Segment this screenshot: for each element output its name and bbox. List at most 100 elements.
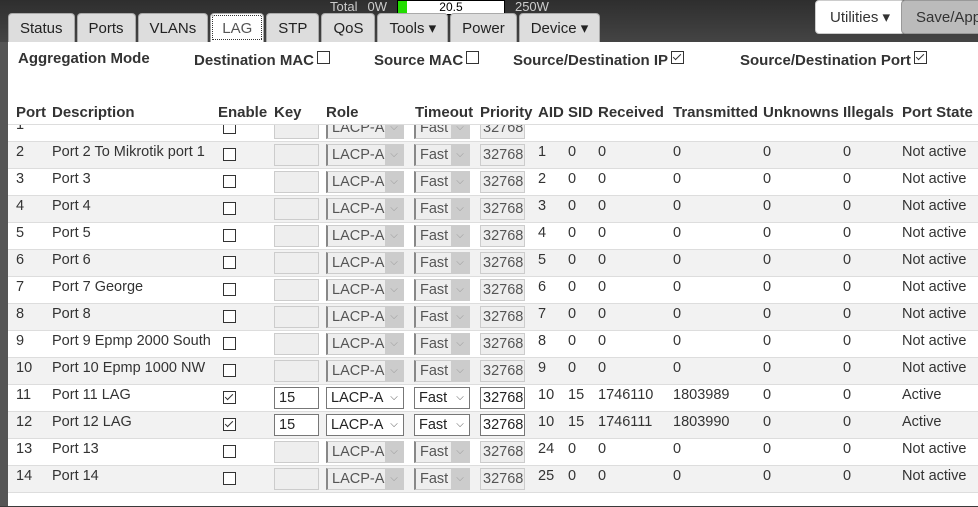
key-input[interactable] xyxy=(274,306,319,328)
role-select[interactable]: LACP-A ⌵ xyxy=(326,387,404,409)
priority-input[interactable]: 32768 xyxy=(480,387,525,409)
priority-input[interactable]: 32768 xyxy=(480,279,525,301)
key-input[interactable] xyxy=(274,125,319,139)
enable-checkbox[interactable] xyxy=(223,472,236,485)
aid-value: 3 xyxy=(538,198,547,214)
power-meter: Total 0W 20.5 250W xyxy=(330,0,549,15)
priority-input[interactable]: 32768 xyxy=(480,306,525,328)
key-input[interactable] xyxy=(274,225,319,247)
role-select[interactable]: LACP-A ⌵ xyxy=(326,306,404,328)
tab-status[interactable]: Status xyxy=(8,13,75,42)
aid-value: 10 xyxy=(538,414,555,430)
timeout-select[interactable]: Fast ⌵ xyxy=(414,125,470,139)
timeout-select[interactable]: Fast ⌵ xyxy=(414,468,470,490)
role-select[interactable]: LACP-A ⌵ xyxy=(326,252,404,274)
timeout-select[interactable]: Fast ⌵ xyxy=(414,225,470,247)
enable-checkbox[interactable] xyxy=(223,310,236,323)
timeout-select[interactable]: Fast ⌵ xyxy=(414,441,470,463)
role-select[interactable]: LACP-A ⌵ xyxy=(326,468,404,490)
key-input[interactable]: 15 xyxy=(274,414,319,436)
tab-lag[interactable]: LAG xyxy=(210,13,265,42)
priority-input[interactable]: 32768 xyxy=(480,225,525,247)
timeout-select[interactable]: Fast ⌵ xyxy=(414,306,470,328)
tab-stp[interactable]: STP xyxy=(266,13,320,42)
priority-input[interactable]: 32768 xyxy=(480,333,525,355)
role-select[interactable]: LACP-A ⌵ xyxy=(326,360,404,382)
enable-checkbox[interactable] xyxy=(223,283,236,296)
column-header: SID xyxy=(568,104,594,121)
key-input[interactable] xyxy=(274,441,319,463)
agg-option-checkbox[interactable] xyxy=(671,51,685,64)
enable-checkbox[interactable] xyxy=(223,175,236,188)
timeout-select[interactable]: Fast ⌵ xyxy=(414,333,470,355)
table-row: 2 Port 2 To Mikrotik port 1 LACP-A ⌵ Fast ⌵ 32… xyxy=(8,142,978,169)
role-select-value: LACP-A xyxy=(331,390,384,406)
enable-checkbox[interactable] xyxy=(223,229,236,242)
priority-input[interactable]: 32768 xyxy=(480,144,525,166)
port-number: 10 xyxy=(16,360,33,376)
timeout-select[interactable]: Fast ⌵ xyxy=(414,414,470,436)
key-input[interactable] xyxy=(274,252,319,274)
enable-checkbox[interactable] xyxy=(223,125,236,134)
timeout-select[interactable]: Fast ⌵ xyxy=(414,387,470,409)
timeout-select-value: Fast xyxy=(420,309,449,325)
enable-checkbox[interactable] xyxy=(223,256,236,269)
key-input[interactable] xyxy=(274,171,319,193)
key-input[interactable] xyxy=(274,360,319,382)
role-select[interactable]: LACP-A ⌵ xyxy=(326,441,404,463)
timeout-select[interactable]: Fast ⌵ xyxy=(414,279,470,301)
timeout-select[interactable]: Fast ⌵ xyxy=(414,360,470,382)
tab-ports[interactable]: Ports xyxy=(76,13,136,42)
enable-checkbox[interactable] xyxy=(223,337,236,350)
role-select[interactable]: LACP-A ⌵ xyxy=(326,279,404,301)
agg-option-checkbox[interactable] xyxy=(913,51,927,64)
priority-input[interactable]: 32768 xyxy=(480,468,525,490)
unk-value: 0 xyxy=(763,144,772,160)
priority-input[interactable]: 32768 xyxy=(480,125,525,139)
priority-input[interactable]: 32768 xyxy=(480,252,525,274)
rx-value: 0 xyxy=(598,225,607,241)
enable-checkbox[interactable] xyxy=(223,148,236,161)
role-select-value: LACP-A xyxy=(332,228,385,244)
tab-tools[interactable]: Tools ▾ xyxy=(377,13,449,42)
enable-checkbox[interactable] xyxy=(223,391,236,404)
enable-checkbox[interactable] xyxy=(223,364,236,377)
tab-device[interactable]: Device ▾ xyxy=(518,13,601,42)
role-select[interactable]: LACP-A ⌵ xyxy=(326,225,404,247)
enable-checkbox[interactable] xyxy=(223,445,236,458)
key-input[interactable] xyxy=(274,468,319,490)
role-select[interactable]: LACP-A ⌵ xyxy=(326,171,404,193)
key-input[interactable] xyxy=(274,333,319,355)
key-input[interactable]: 15 xyxy=(274,387,319,409)
utilities-button[interactable]: Utilities ▾ xyxy=(815,0,906,34)
priority-input[interactable]: 32768 xyxy=(480,441,525,463)
tx-value: 1803990 xyxy=(673,414,730,430)
timeout-select[interactable]: Fast ⌵ xyxy=(414,252,470,274)
role-select[interactable]: LACP-A ⌵ xyxy=(326,198,404,220)
timeout-select-value: Fast xyxy=(420,147,449,163)
timeout-select[interactable]: Fast ⌵ xyxy=(414,198,470,220)
role-select[interactable]: LACP-A ⌵ xyxy=(326,125,404,139)
priority-input[interactable]: 32768 xyxy=(480,360,525,382)
priority-input[interactable]: 32768 xyxy=(480,414,525,436)
enable-checkbox[interactable] xyxy=(223,202,236,215)
agg-option-checkbox[interactable] xyxy=(317,51,330,64)
port-number: 1 xyxy=(16,124,25,133)
role-select[interactable]: LACP-A ⌵ xyxy=(326,333,404,355)
power-bar-fill xyxy=(397,0,407,14)
save-apply-button[interactable]: Save/Appl xyxy=(901,0,978,34)
timeout-select[interactable]: Fast ⌵ xyxy=(414,144,470,166)
priority-input[interactable]: 32768 xyxy=(480,171,525,193)
priority-input[interactable]: 32768 xyxy=(480,198,525,220)
role-select[interactable]: LACP-A ⌵ xyxy=(326,414,404,436)
role-select[interactable]: LACP-A ⌵ xyxy=(326,144,404,166)
timeout-select[interactable]: Fast ⌵ xyxy=(414,171,470,193)
tab-qos[interactable]: QoS xyxy=(321,13,376,42)
key-input[interactable] xyxy=(274,279,319,301)
tab-power[interactable]: Power xyxy=(450,13,517,42)
key-input[interactable] xyxy=(274,198,319,220)
key-input[interactable] xyxy=(274,144,319,166)
agg-option-checkbox[interactable] xyxy=(466,51,480,64)
tab-vlans[interactable]: VLANs xyxy=(137,13,209,42)
enable-checkbox[interactable] xyxy=(223,418,236,431)
